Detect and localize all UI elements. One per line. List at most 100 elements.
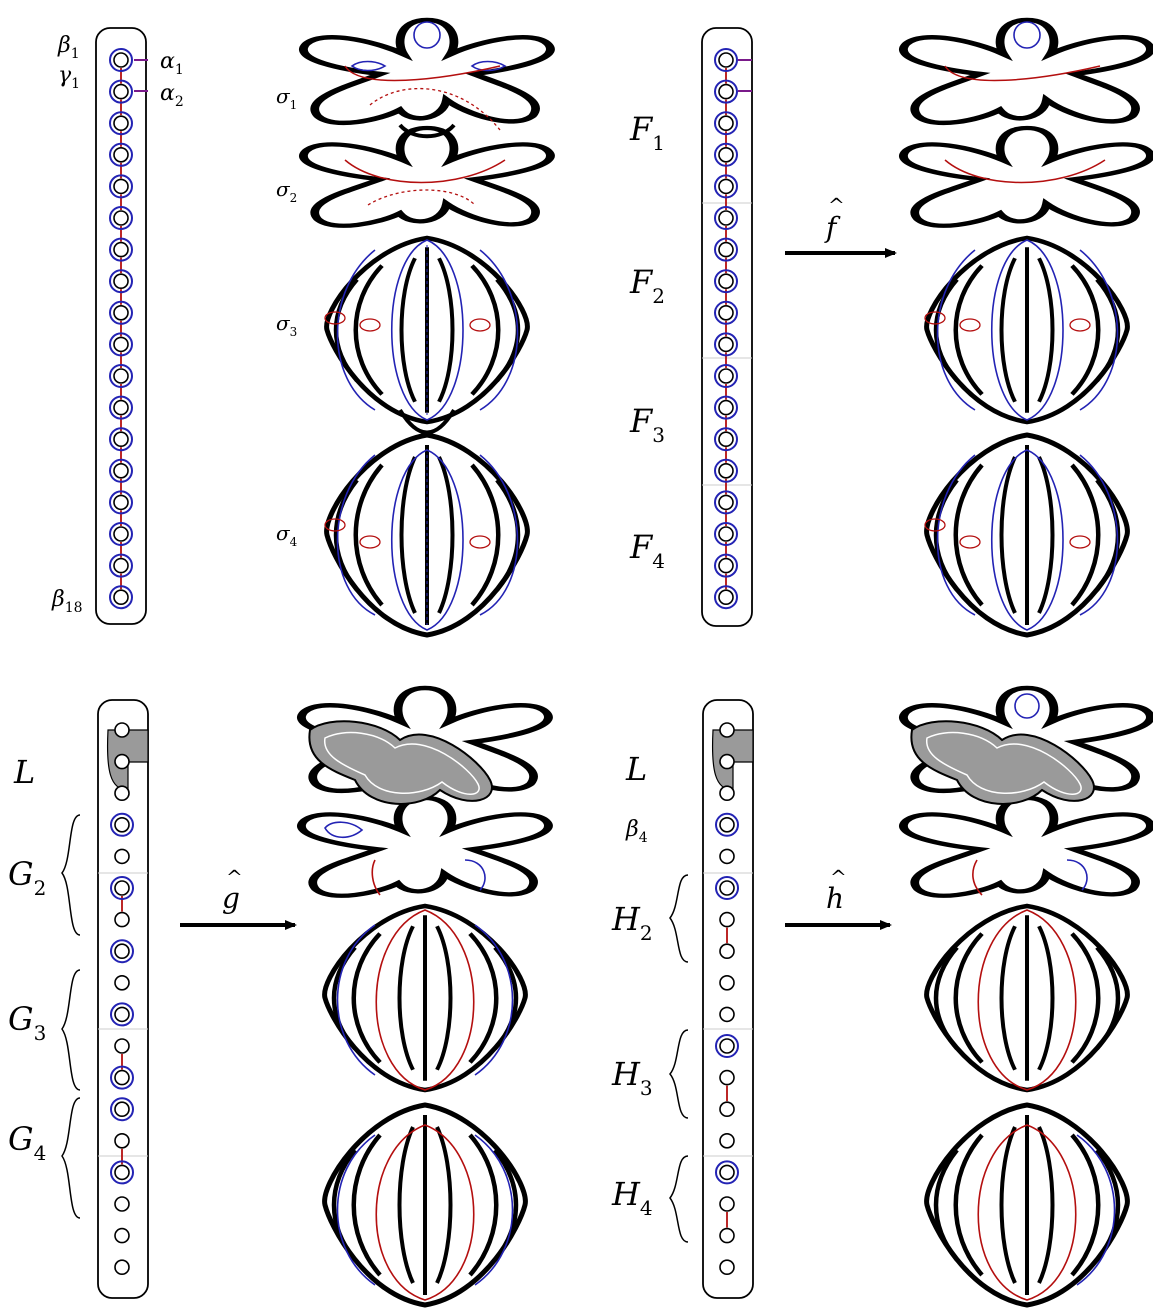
blue-curve-circle bbox=[109, 206, 133, 230]
svg-text:β18: β18 bbox=[51, 587, 83, 616]
blue-curve-circle bbox=[714, 142, 738, 167]
boundary-circle bbox=[718, 589, 734, 606]
boundary-circle bbox=[719, 1069, 735, 1086]
boundary-circle bbox=[114, 753, 130, 770]
blue-curve-circle bbox=[714, 585, 738, 610]
boundary-circle bbox=[113, 462, 129, 479]
blue-curve-circle bbox=[714, 522, 738, 546]
surface-top-middle: σ1 σ2 σ3 σ4 bbox=[276, 20, 550, 635]
blue-curve-circle bbox=[714, 332, 738, 357]
boundary-circle bbox=[113, 147, 129, 163]
G-label-4: G4 bbox=[8, 1120, 46, 1165]
boundary-circle bbox=[114, 974, 130, 991]
boundary-circle bbox=[719, 722, 735, 738]
blue-curve-circle bbox=[714, 553, 738, 578]
boundary-circle bbox=[718, 178, 734, 195]
boundary-circle bbox=[718, 147, 734, 163]
blue-curve-circle bbox=[109, 522, 133, 546]
blue-curve-circle bbox=[109, 79, 133, 104]
boundary-circle bbox=[113, 399, 129, 416]
boundary-circle bbox=[114, 1006, 130, 1023]
F-label-3: F3 bbox=[629, 402, 665, 447]
blue-curve-circle bbox=[109, 364, 133, 388]
boundary-circle bbox=[719, 911, 735, 928]
arrow-f-hat: f ^ bbox=[785, 193, 897, 258]
blue-curve-circle bbox=[714, 237, 738, 262]
surface-top-right bbox=[903, 20, 1150, 635]
blue-curve-circle bbox=[714, 79, 738, 104]
blue-curve-circle bbox=[714, 490, 738, 515]
boundary-circle bbox=[719, 848, 735, 865]
F-label-2: F2 bbox=[629, 263, 665, 308]
blue-curve-circle bbox=[109, 269, 133, 294]
blue-curve-circle bbox=[714, 48, 738, 72]
boundary-circle bbox=[113, 115, 129, 131]
boundary-circle bbox=[114, 785, 130, 802]
boundary-circle bbox=[719, 816, 735, 833]
boundary-circle bbox=[113, 52, 129, 68]
F-label-4: F4 bbox=[629, 528, 665, 573]
boundary-circle bbox=[114, 943, 130, 960]
boundary-circle bbox=[719, 880, 735, 896]
blue-curve-circle bbox=[715, 876, 739, 900]
alpha1-label: α bbox=[160, 49, 175, 74]
boundary-circle bbox=[113, 368, 129, 384]
boundary-circle bbox=[719, 1038, 735, 1054]
blue-curve-circle bbox=[110, 1002, 134, 1027]
boundary-circle bbox=[114, 1101, 130, 1117]
boundary-circle bbox=[719, 1164, 735, 1181]
svg-text:β4: β4 bbox=[625, 817, 648, 846]
blue-curve-circle bbox=[109, 48, 133, 72]
boundary-circle bbox=[718, 83, 734, 100]
alpha2-label: α bbox=[160, 81, 175, 106]
blue-curve-circle bbox=[109, 395, 133, 420]
boundary-circle bbox=[114, 911, 130, 928]
boundary-circle bbox=[719, 785, 735, 802]
boundary-circle bbox=[114, 816, 130, 833]
G-label-3: G3 bbox=[8, 1000, 46, 1045]
blue-curve-circle bbox=[715, 812, 739, 837]
surface-bottom-middle bbox=[301, 688, 548, 1305]
boundary-circle bbox=[113, 494, 129, 511]
boundary-circle bbox=[718, 273, 734, 290]
svg-text:^: ^ bbox=[828, 193, 845, 217]
blue-curve-circle bbox=[110, 1097, 134, 1122]
boundary-circle bbox=[113, 589, 129, 606]
boundary-circle bbox=[113, 336, 129, 353]
blue-curve-circle bbox=[109, 490, 133, 515]
blue-curve-circle bbox=[714, 206, 738, 230]
blue-curve-circle bbox=[109, 553, 133, 578]
blue-curve-circle bbox=[110, 812, 134, 837]
boundary-circle bbox=[114, 1227, 130, 1244]
boundary-circle bbox=[719, 1006, 735, 1023]
sigma-label-3: σ3 bbox=[276, 311, 297, 339]
blue-curve-circle bbox=[110, 939, 134, 964]
boundary-circle bbox=[114, 1133, 130, 1149]
svg-text:α1: α1 bbox=[160, 49, 184, 78]
chain-panel-top-right: F1 F2 F3 F4 bbox=[629, 27, 753, 627]
blue-curve-circle bbox=[715, 1034, 739, 1058]
boundary-circle bbox=[718, 431, 734, 448]
blue-curve-circle bbox=[715, 1160, 739, 1185]
sigma-label-1: σ1 bbox=[276, 84, 297, 112]
svg-text:β1: β1 bbox=[57, 33, 80, 62]
boundary-circle bbox=[718, 526, 734, 542]
L-label-right: L bbox=[625, 750, 647, 788]
chain-panel-bottom-left: L G2 G3 G4 bbox=[8, 699, 149, 1299]
boundary-circle bbox=[113, 210, 129, 226]
boundary-circle bbox=[719, 1101, 735, 1117]
beta4-label: β bbox=[625, 817, 639, 842]
H-label-2: H2 bbox=[611, 900, 653, 945]
beta1-label: β bbox=[57, 33, 71, 58]
boundary-circle bbox=[114, 1069, 130, 1086]
boundary-circle bbox=[719, 1259, 735, 1275]
blue-curve-circle bbox=[109, 427, 133, 452]
boundary-circle bbox=[718, 368, 734, 384]
boundary-circle bbox=[113, 83, 129, 100]
boundary-circle bbox=[114, 880, 130, 896]
blue-curve-circle bbox=[109, 111, 133, 136]
boundary-circle bbox=[718, 210, 734, 226]
boundary-circle bbox=[719, 943, 735, 960]
blue-curve-circle bbox=[109, 174, 133, 199]
